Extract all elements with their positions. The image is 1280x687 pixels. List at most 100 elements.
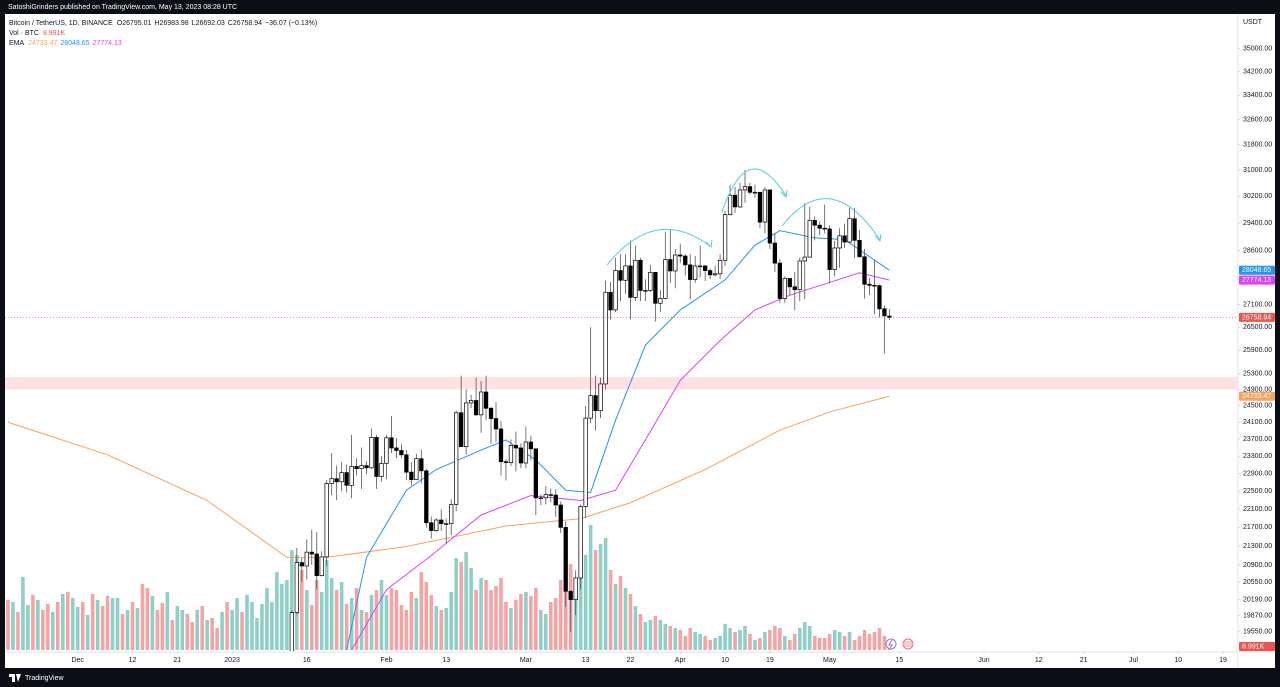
- volume-bar: [504, 602, 508, 650]
- volume-bar: [150, 596, 155, 650]
- volume-bar: [673, 628, 678, 650]
- y-tick-label: 23700.00: [1243, 436, 1272, 443]
- candle-body: [439, 519, 444, 525]
- volume-bar: [195, 610, 200, 650]
- volume-bar: [165, 592, 170, 650]
- volume-bar: [205, 620, 209, 650]
- volume-bar: [548, 602, 553, 650]
- volume-bar: [180, 610, 185, 650]
- volume-bar: [140, 584, 145, 650]
- volume-bar: [573, 590, 578, 650]
- flag-icon: [904, 641, 912, 647]
- volume-bar: [713, 638, 717, 650]
- ema-line: [7, 395, 890, 558]
- candle-body: [294, 562, 299, 613]
- volume-bar: [797, 628, 802, 650]
- volume-bar: [753, 640, 757, 650]
- volume-bar: [334, 590, 339, 650]
- candle-body: [787, 278, 792, 288]
- volume-bar: [270, 602, 274, 650]
- close-value: 26758.94: [233, 20, 262, 27]
- volume-bar: [519, 594, 523, 650]
- volume-bar: [558, 580, 563, 650]
- volume-bar: [285, 580, 289, 650]
- volume-bar: [598, 544, 603, 650]
- volume-bar: [135, 608, 140, 650]
- volume-bar: [867, 634, 872, 650]
- ema-value: 24733.47: [28, 40, 57, 47]
- volume-bar: [434, 606, 439, 650]
- volume-bar: [399, 605, 404, 650]
- volume-bar: [509, 608, 513, 650]
- candle-body: [409, 471, 414, 480]
- x-tick-label: 16: [303, 657, 311, 664]
- candle-body: [588, 395, 593, 419]
- candle-body: [807, 220, 812, 258]
- candle-body: [513, 445, 519, 449]
- volume-bar: [70, 598, 75, 650]
- volume-legend: Vol · BTC 8.991K: [9, 30, 65, 37]
- candle-body: [528, 441, 534, 450]
- volume-bar: [414, 598, 419, 650]
- volume-bar: [160, 603, 165, 650]
- candle-body: [429, 522, 434, 531]
- volume-bar: [275, 572, 279, 650]
- candle-body: [712, 273, 718, 276]
- volume-bar: [748, 634, 752, 650]
- volume-bar: [419, 572, 424, 650]
- volume-bar: [280, 584, 284, 650]
- y-tick-label: 25900.00: [1243, 347, 1272, 354]
- x-tick-label: 12: [1035, 657, 1043, 664]
- candle-body: [444, 523, 449, 525]
- candle-body: [503, 461, 509, 463]
- candle-body: [847, 218, 852, 243]
- volume-bar: [494, 586, 498, 650]
- candle-body: [857, 239, 862, 258]
- candle-body: [628, 265, 633, 298]
- candle-body: [379, 463, 384, 477]
- ohlc-label: L: [192, 20, 196, 27]
- volume-bar: [553, 598, 558, 650]
- candle-body: [742, 186, 748, 191]
- volume-bar: [384, 595, 389, 650]
- volume-bar: [723, 624, 727, 650]
- candle-body: [459, 412, 464, 448]
- candle-body: [852, 218, 857, 241]
- volume-bar: [220, 612, 224, 650]
- candle-body: [314, 553, 319, 576]
- volume-bar: [583, 555, 588, 650]
- last-price-label: 26758.94: [1242, 314, 1271, 321]
- candle-body: [613, 270, 618, 311]
- volume-bar: [319, 592, 324, 650]
- plot: [5, 170, 1238, 651]
- candle-body: [364, 465, 369, 469]
- candle-body: [483, 391, 489, 409]
- volume-bar: [240, 612, 244, 650]
- candle-body: [349, 466, 354, 486]
- ema-line: [346, 230, 890, 651]
- volume-bar: [618, 576, 623, 650]
- ema-price-label: 24733.47: [1242, 393, 1271, 400]
- volume-bar: [578, 578, 583, 650]
- candle-body: [399, 450, 404, 456]
- volume-bar: [788, 640, 792, 650]
- volume-bar: [603, 538, 608, 650]
- y-tick-label: 25300.00: [1243, 370, 1272, 377]
- x-tick-label: 10: [1174, 657, 1182, 664]
- candle-body: [887, 315, 892, 318]
- volume-bar: [444, 608, 449, 650]
- volume-bar: [783, 636, 787, 650]
- arrow-head: [874, 233, 882, 243]
- volume-bar: [31, 595, 35, 650]
- volume-bar: [394, 590, 399, 650]
- candle-body: [304, 551, 309, 567]
- volume-bar: [633, 606, 638, 650]
- candle-body: [449, 504, 454, 525]
- y-tick-label: 19870.00: [1243, 612, 1272, 619]
- volume-bar: [514, 600, 518, 650]
- y-tick-label: 24100.00: [1243, 419, 1272, 426]
- volume-bar: [314, 580, 319, 650]
- legend: Bitcoin / TetherUS, 1D, BINANCE O26795.01…: [9, 20, 317, 47]
- candle-body: [538, 497, 543, 499]
- volume-bar: [544, 614, 548, 650]
